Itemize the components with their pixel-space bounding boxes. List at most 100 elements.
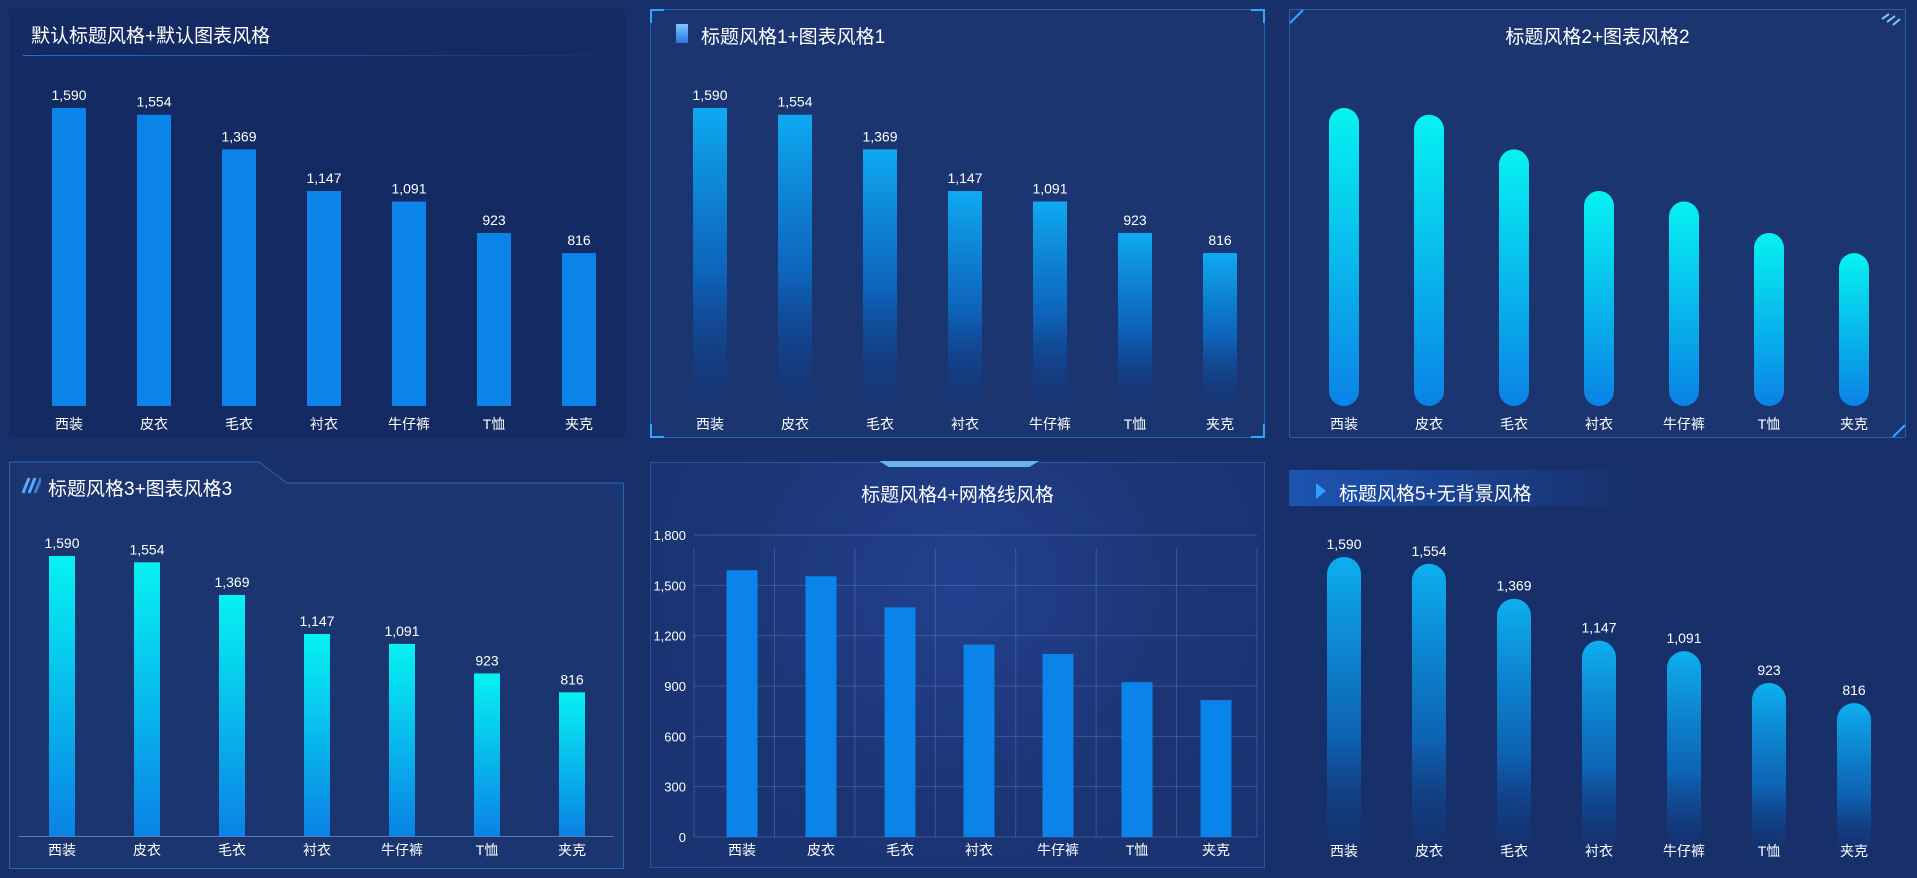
bar	[304, 634, 330, 836]
x-tick-label: 皮衣	[140, 416, 168, 432]
x-tick-label: 皮衣	[807, 842, 835, 858]
x-tick-label: 衬衣	[1585, 843, 1613, 859]
bar	[1327, 557, 1361, 857]
chart-panel-style4: 标题风格4+网格线风格 0 300 600 900 1,200 1,500 1,800 西装 皮…	[650, 461, 1265, 868]
bar	[726, 570, 758, 837]
bar-chart: 西装 1,590 皮衣 1,554 毛衣 1,369 衬衣 1,147 牛仔裤 1,091 T恤 92…	[692, 87, 1237, 432]
title-underline	[23, 55, 613, 56]
x-tick-label: 毛衣	[886, 842, 914, 858]
title-bar	[1289, 470, 1634, 506]
bar	[219, 594, 245, 836]
panel-title: 标题风格5+无背景风格	[1339, 484, 1532, 505]
bar-chart: 西装 1,590 皮衣 1,554 毛衣 1,369 衬衣 1,147 牛仔裤 1,091 T恤 92…	[1326, 536, 1871, 859]
bar	[1839, 253, 1869, 406]
data-label: 1,590	[692, 87, 727, 103]
x-tick-label: 毛衣	[866, 416, 894, 432]
panel-title: 标题风格3+图表风格3	[48, 479, 233, 500]
x-tick-label: 西装	[55, 416, 83, 432]
x-tick-label: 牛仔裤	[1029, 416, 1071, 432]
bar-chart: 西装 1,590 皮衣 1,554 毛衣 1,369 衬衣 1,147 牛仔裤 1,091 T恤 92…	[51, 87, 596, 432]
bar	[1412, 563, 1446, 857]
y-tick-label: 300	[664, 780, 686, 795]
data-label: 1,590	[51, 87, 86, 103]
data-label: 923	[475, 652, 499, 668]
corner-decoration	[1251, 9, 1265, 23]
x-tick-label: 西装	[48, 842, 76, 858]
data-label: 1,369	[214, 574, 249, 590]
x-tick-label: 毛衣	[218, 842, 246, 858]
x-tick-label: 皮衣	[781, 416, 809, 432]
x-tick-label: 毛衣	[1500, 843, 1528, 859]
data-label: 923	[1123, 212, 1147, 228]
bar	[1121, 682, 1153, 837]
x-tick-label: 西装	[696, 416, 724, 432]
panel-title: 默认标题风格+默认图表风格	[31, 26, 271, 47]
bar	[389, 643, 415, 836]
y-tick-label: 1,200	[653, 629, 686, 644]
data-label: 1,554	[136, 94, 171, 110]
x-tick-label: 夹克	[565, 416, 593, 432]
x-tick-label: 衬衣	[1585, 416, 1613, 432]
x-tick-label: 毛衣	[225, 416, 253, 432]
bar	[52, 108, 86, 406]
bar	[1667, 651, 1701, 857]
corner-decoration	[650, 9, 664, 23]
slashes-icon	[21, 477, 41, 494]
bar	[1414, 114, 1444, 407]
data-label: 1,554	[1411, 543, 1446, 559]
bar	[693, 108, 727, 406]
bar	[1752, 682, 1786, 857]
bar	[805, 576, 837, 837]
x-tick-label: 夹克	[1840, 843, 1868, 859]
bar	[559, 692, 585, 836]
data-label: 816	[1842, 682, 1866, 698]
x-tick-label: 牛仔裤	[1663, 843, 1705, 859]
bar-chart: 西装 1,590 皮衣 1,554 毛衣 1,369 衬衣 1,147 牛仔裤 1,091 T恤 92…	[19, 535, 614, 858]
x-tick-label: T恤	[1758, 416, 1781, 432]
title-marker-icon	[676, 24, 688, 43]
bar	[1837, 703, 1871, 857]
bar	[1754, 233, 1784, 406]
data-label: 1,369	[221, 128, 256, 144]
data-label: 1,590	[1326, 536, 1361, 552]
y-tick-label: 900	[664, 679, 686, 694]
chart-panel-style2: 标题风格2+图表风格2 西装 皮衣 毛衣 衬衣 牛仔裤 T恤 夹克	[1289, 9, 1906, 438]
x-tick-label: 衬衣	[303, 842, 331, 858]
x-tick-label: 皮衣	[133, 842, 161, 858]
bar	[1497, 598, 1531, 857]
data-label: 1,091	[1032, 181, 1067, 197]
data-label: 1,091	[391, 181, 426, 197]
y-tick-label: 600	[664, 729, 686, 744]
x-tick-label: 夹克	[558, 842, 586, 858]
chart-panel-style1: 标题风格1+图表风格1 西装 1,590 皮衣 1,554 毛衣 1,369 衬衣 1,147…	[650, 9, 1265, 438]
bar	[948, 191, 982, 406]
x-tick-label: 皮衣	[1415, 843, 1443, 859]
bar	[1033, 201, 1067, 406]
x-tick-label: 牛仔裤	[388, 416, 430, 432]
x-tick-label: 毛衣	[1500, 416, 1528, 432]
bar	[1582, 640, 1616, 857]
corner-decoration	[650, 424, 664, 438]
data-label: 816	[1208, 232, 1232, 248]
x-tick-label: T恤	[476, 842, 499, 858]
data-label: 1,091	[1666, 630, 1701, 646]
data-label: 923	[482, 212, 506, 228]
x-tick-label: 衬衣	[310, 416, 338, 432]
bar	[474, 673, 500, 836]
play-arrow-icon	[1316, 483, 1326, 499]
x-tick-label: 牛仔裤	[1037, 842, 1079, 858]
bar	[1203, 253, 1237, 406]
x-tick-label: 衬衣	[951, 416, 979, 432]
bar	[884, 607, 916, 837]
bar	[1329, 108, 1359, 406]
x-tick-label: T恤	[483, 416, 506, 432]
data-label: 816	[560, 671, 584, 687]
x-tick-label: 西装	[728, 842, 756, 858]
bar	[1669, 201, 1699, 406]
bar	[963, 644, 995, 837]
y-tick-label: 0	[679, 830, 686, 845]
chart-panel-style3: 标题风格3+图表风格3 西装 1,590 皮衣 1,554 毛衣 1,369 衬衣 1,147…	[9, 461, 625, 869]
bar	[477, 233, 511, 406]
bar	[137, 114, 171, 407]
bar	[134, 562, 160, 836]
